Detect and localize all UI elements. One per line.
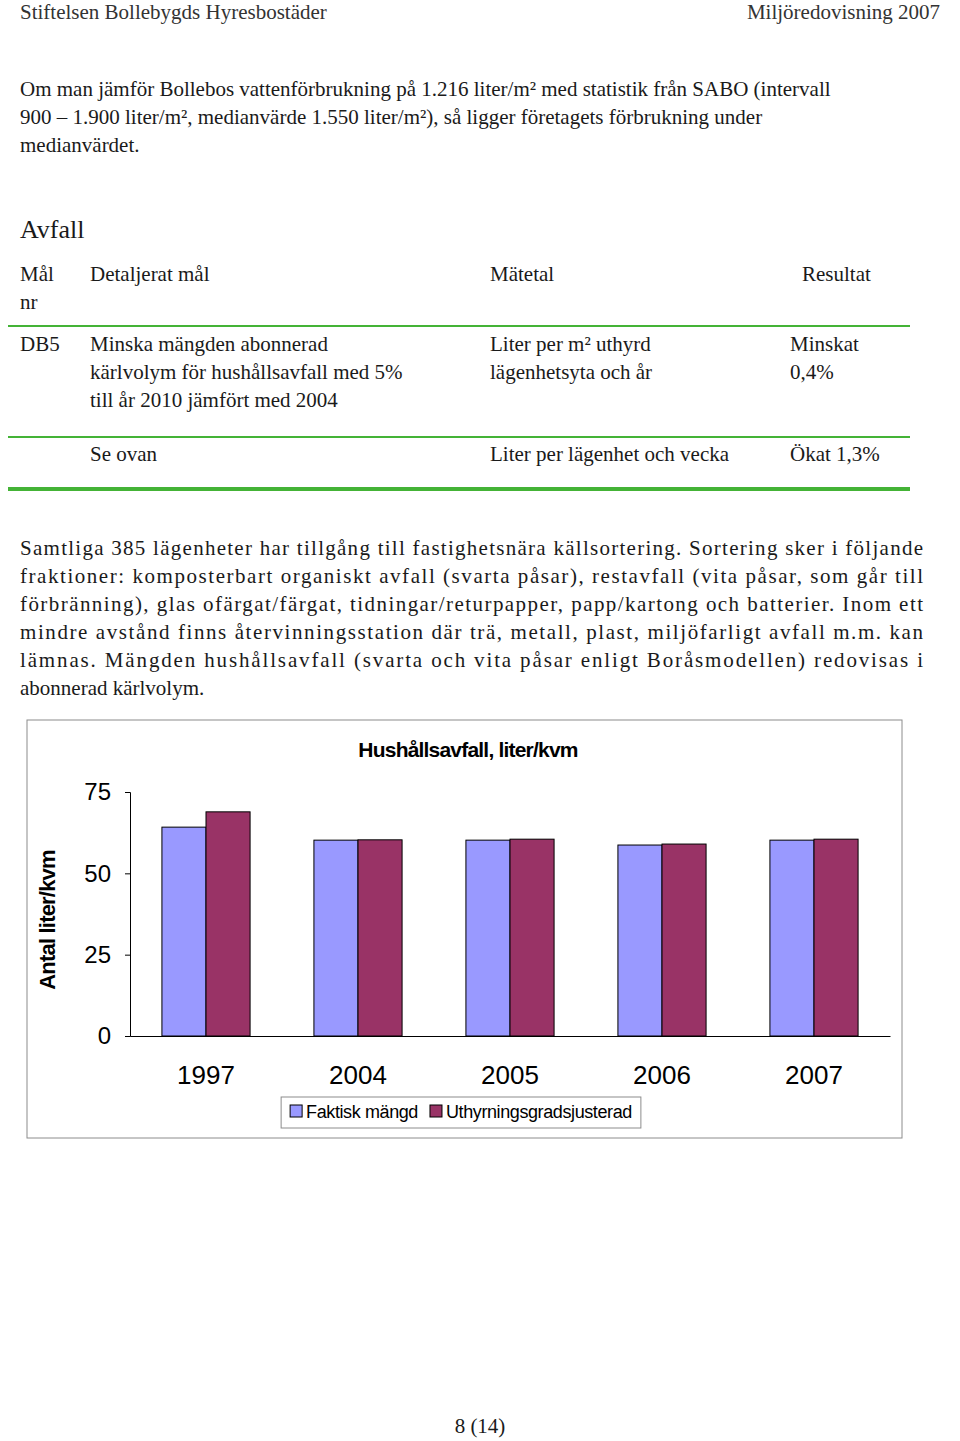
tick: 2007: [785, 1036, 843, 1090]
table-header: Detaljerat mål: [90, 262, 210, 286]
section-title: Avfall: [20, 215, 85, 244]
bar: [814, 839, 858, 1036]
table-header: Resultat: [802, 262, 871, 286]
tick: 1997: [177, 1036, 235, 1090]
tick: 25: [84, 941, 130, 968]
y-axis: 0 25 50 75: [84, 778, 130, 1049]
table-cell: Liter per lägenhet och vecka: [490, 442, 730, 466]
table-header: Mätetal: [490, 262, 554, 286]
tick: 0: [98, 1022, 130, 1049]
paragraph-line: medianvärdet.: [20, 133, 140, 157]
paragraph-line: Om man jämför Bollebos vattenförbrukning…: [20, 77, 831, 101]
tick-mark: [125, 873, 130, 874]
chart: 0 25 50 75 1997 2004 2005 2006 2007 Hushållsavfal…: [27, 720, 902, 1138]
table-cell: 0,4%: [790, 360, 834, 384]
paragraph-line: Samtliga 385 lägenheter har tillgång til…: [20, 536, 923, 560]
paragraph-line: abonnerad kärlvolym.: [20, 676, 204, 700]
table-cell: Minska mängden abonnerad: [90, 332, 328, 356]
legend-swatch: [430, 1105, 442, 1117]
legend-label: Faktisk mängd: [306, 1102, 418, 1122]
tick: 75: [84, 778, 130, 805]
paragraph-line: lämnas. Mängden hushållsavfall (svarta o…: [20, 648, 923, 672]
axis-line: [131, 1036, 891, 1037]
bar: [466, 840, 510, 1036]
tick: 2004: [329, 1036, 387, 1090]
bar: [162, 827, 206, 1036]
bar: [314, 840, 358, 1036]
page-header: Stiftelsen Bollebygds Hyresbostäder: [20, 0, 327, 24]
paragraph-line: förbränning), glas ofärgat/färgat, tidni…: [20, 592, 923, 616]
tick-label: 2004: [329, 1060, 387, 1090]
x-axis: 1997 2004 2005 2006 2007: [131, 1036, 891, 1090]
tick-label: 50: [84, 860, 111, 887]
tick-label: 2006: [633, 1060, 691, 1090]
axis-line: [125, 793, 131, 1037]
table-cell: Liter per m² uthyrd: [490, 332, 651, 356]
bar: [770, 840, 814, 1036]
tick: 2005: [481, 1036, 539, 1090]
bar: [358, 840, 402, 1036]
legend-label: Uthyrningsgradsjusterad: [446, 1102, 632, 1122]
tick-mark: [125, 792, 130, 793]
table-rule: [8, 325, 910, 327]
table-cell: kärlvolym för hushållsavfall med 5%: [90, 360, 403, 384]
chart-frame: [27, 720, 902, 1138]
table-cell: DB5: [20, 332, 60, 356]
table-rule: [8, 487, 910, 491]
chart-title: Hushållsavfall, liter/kvm: [358, 738, 577, 761]
paragraph-line: 900 – 1.900 liter/m², medianvärde 1.550 …: [20, 105, 762, 129]
tick-label: 0: [98, 1022, 111, 1049]
tick-label: 25: [84, 941, 111, 968]
legend: Faktisk mängd Uthyrningsgradsjusterad: [281, 1097, 641, 1128]
bar: [206, 812, 250, 1036]
tick-label: 2007: [785, 1060, 843, 1090]
tick-mark: [125, 1036, 130, 1037]
page-number: 8 (14): [455, 1414, 506, 1438]
tick: 2006: [633, 1036, 691, 1090]
paragraph-line: fraktioner: komposterbart organiskt avfa…: [20, 564, 923, 588]
table-cell: Minskat: [790, 332, 859, 356]
tick: 50: [84, 860, 130, 887]
page-header: Miljöredovisning 2007: [747, 0, 940, 24]
table-header: Mål: [20, 262, 54, 286]
bar: [510, 839, 554, 1036]
paragraph-line: mindre avstånd finns återvinningsstation…: [20, 620, 923, 644]
table-cell: Ökat 1,3%: [790, 442, 880, 466]
table-cell: till år 2010 jämfört med 2004: [90, 388, 338, 412]
tick-label: 1997: [177, 1060, 235, 1090]
table-cell: Se ovan: [90, 442, 158, 466]
legend-box: [281, 1097, 641, 1128]
axis-title: Antal liter/kvm: [35, 850, 60, 990]
table-header: nr: [20, 290, 38, 314]
page: Stiftelsen Bollebygds Hyresbostäder Miljö…: [0, 0, 960, 1441]
bar: [662, 844, 706, 1036]
bar: [618, 845, 662, 1036]
legend-swatch: [290, 1105, 302, 1117]
table-cell: lägenhetsyta och år: [490, 360, 652, 384]
tick-mark: [125, 955, 130, 956]
tick-label: 75: [84, 778, 111, 805]
bars: [162, 812, 858, 1036]
table: Mål nr Detaljerat mål Mätetal Resultat DB5 Min…: [8, 262, 910, 489]
table-rule: [8, 436, 910, 438]
tick-label: 2005: [481, 1060, 539, 1090]
